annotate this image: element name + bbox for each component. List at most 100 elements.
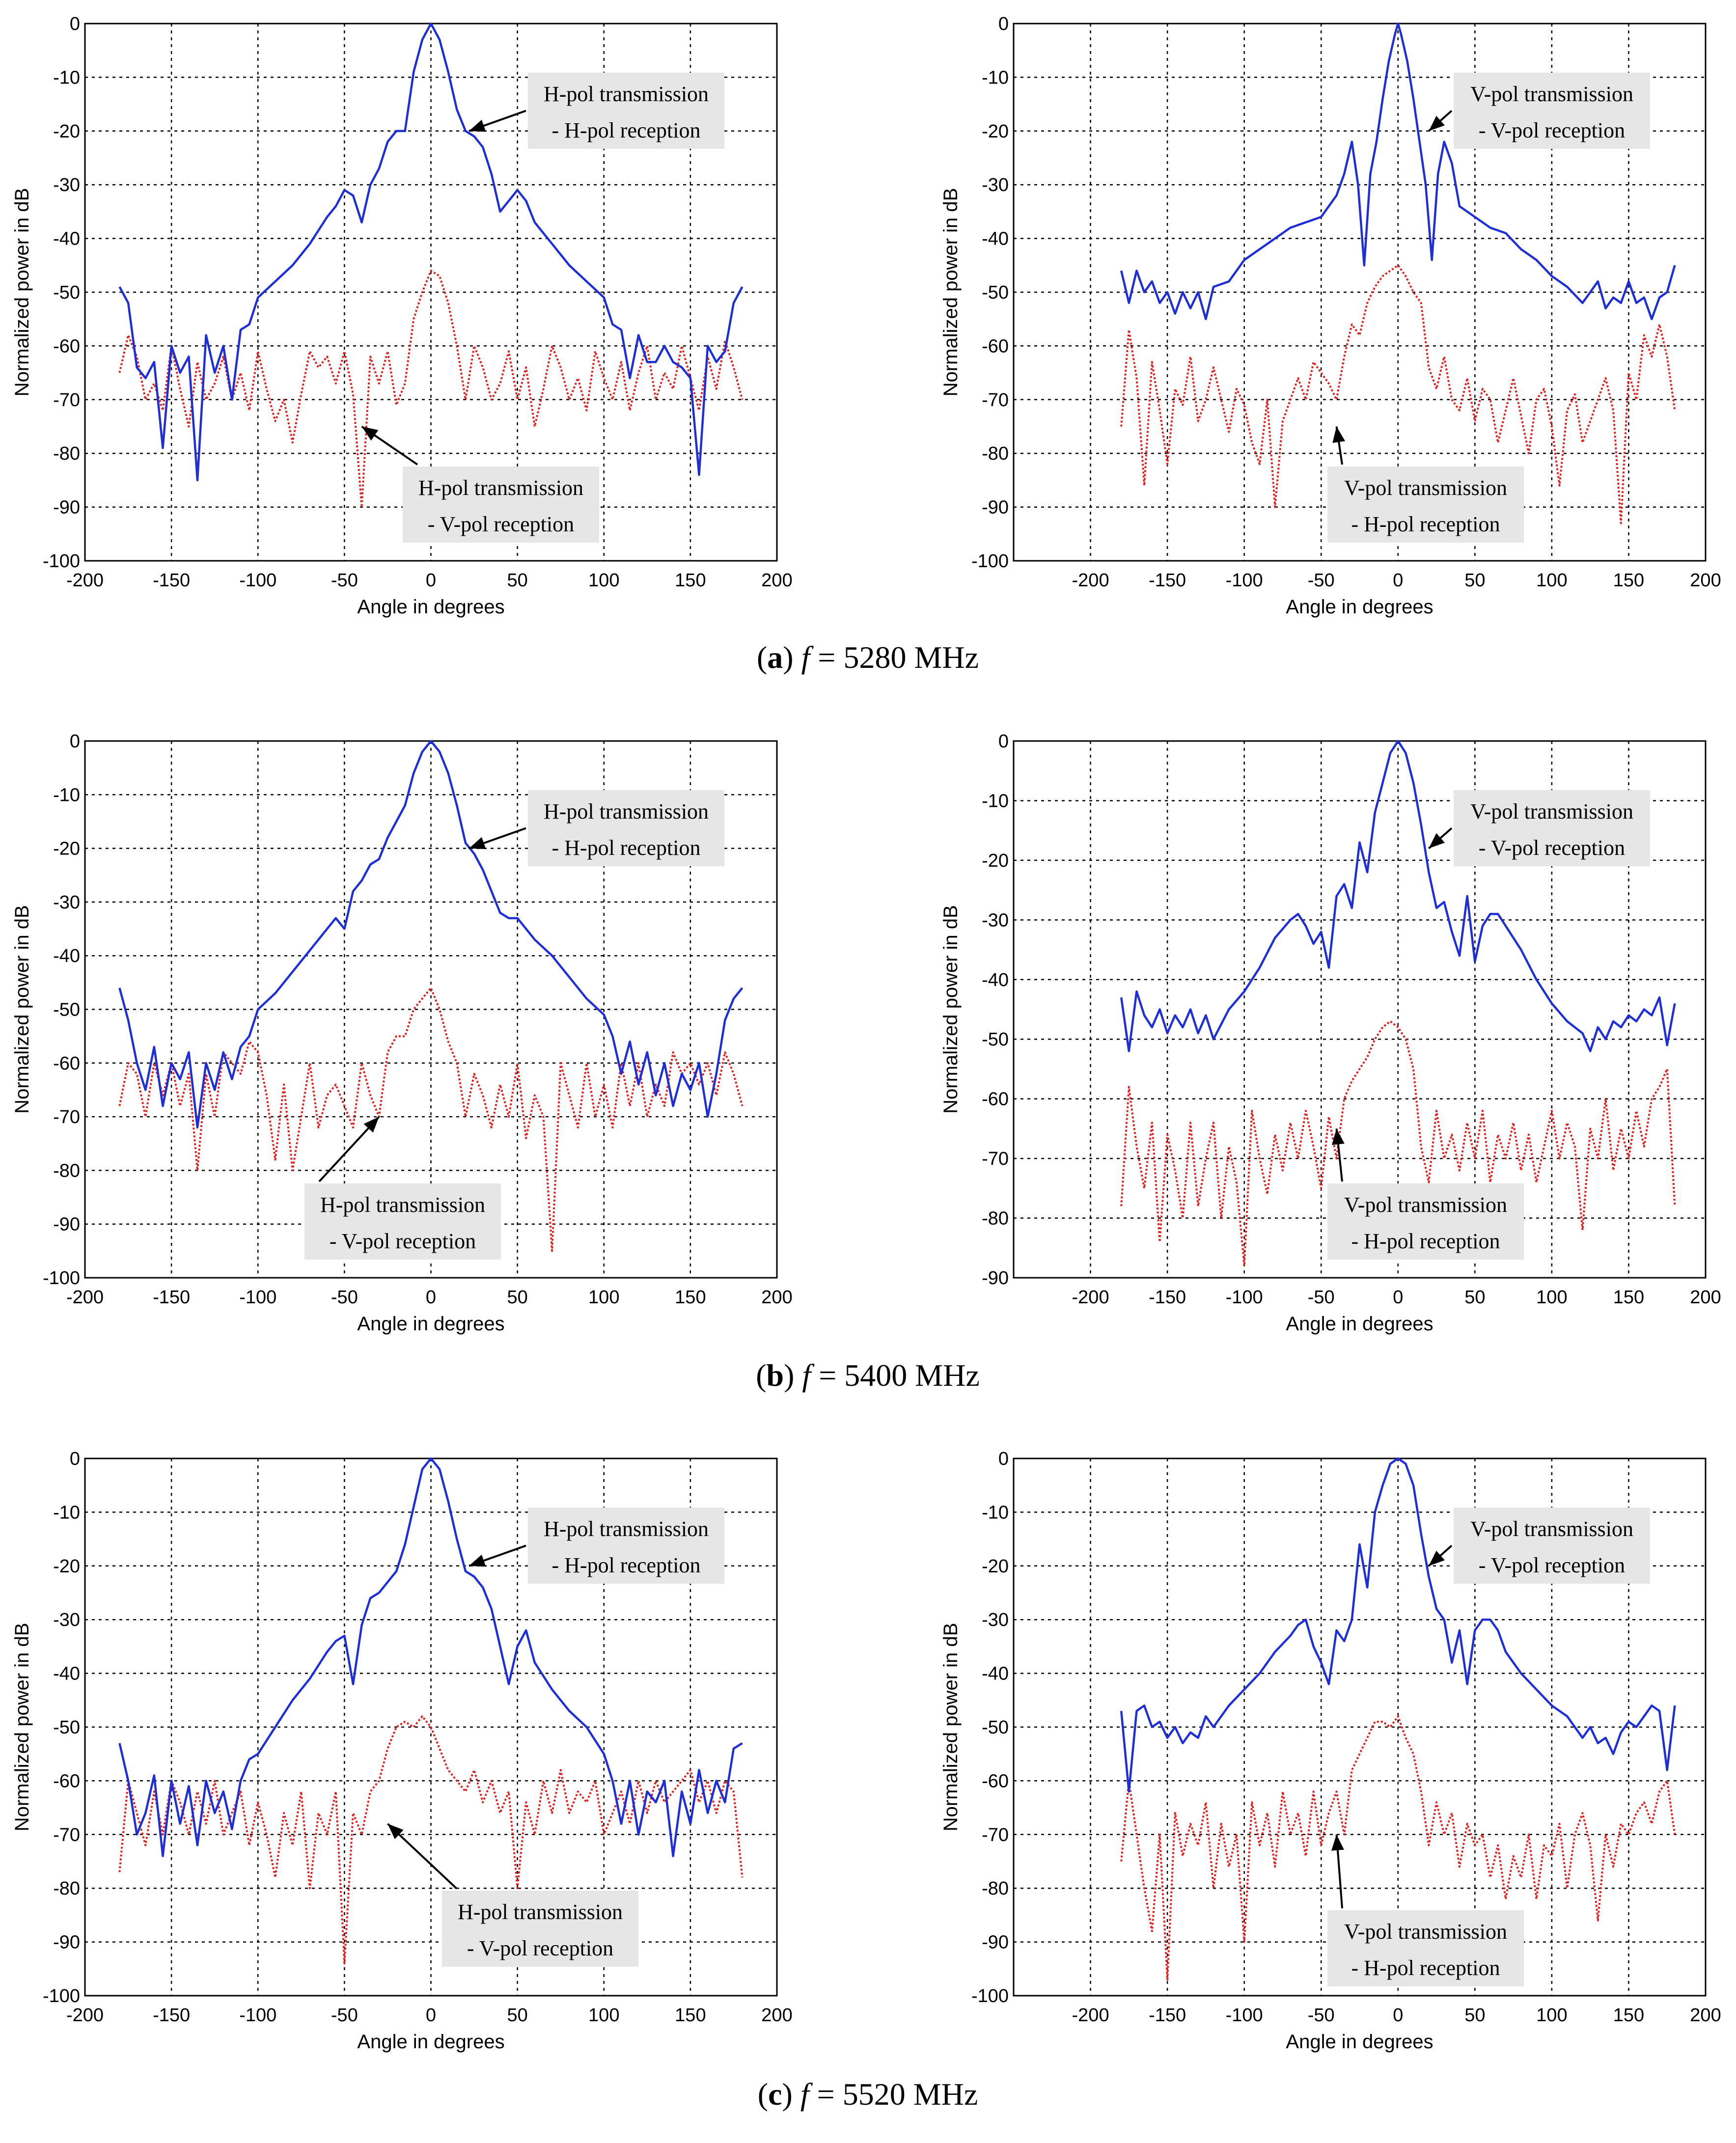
series-line-co-pol: [118, 1457, 743, 1857]
x-tick-label: 200: [761, 570, 792, 591]
y-tick-label: 0: [70, 731, 80, 752]
series-line-co-pol: [118, 22, 744, 482]
annotation-text: H-pol transmission: [544, 1517, 709, 1541]
chart-a-right: -200 -150 -100 -50 0 50 100 150 200 0 -10 -20 -30 -40…: [940, 14, 1721, 618]
annotation-text: H-pol transmission: [544, 82, 709, 106]
arrowhead-icon: [361, 426, 379, 441]
x-tick-label: -100: [1226, 2005, 1263, 2026]
y-axis-label: Normalized power in dB: [940, 1623, 962, 1832]
x-tick-label: 0: [1393, 2005, 1403, 2026]
annotation-text: V-pol transmission: [1344, 1920, 1507, 1944]
y-tick-label: -70: [53, 1825, 80, 1845]
y-tick-label: -100: [971, 1986, 1009, 2006]
annotation-box: [1327, 1183, 1524, 1260]
series-line-cross-pol: [1120, 264, 1676, 524]
y-tick-label: -10: [982, 67, 1009, 88]
x-tick-label: 100: [588, 1287, 619, 1308]
arrowhead-icon: [1429, 115, 1445, 131]
y-tick-label: -70: [53, 1107, 80, 1127]
x-tick-label: -100: [1226, 1287, 1263, 1308]
y-axis-label: Normalized power in dB: [11, 188, 33, 397]
y-tick-label: -40: [53, 946, 80, 966]
annotation-box: [528, 73, 724, 149]
annotation-text: - H-pol reception: [1351, 1956, 1500, 1980]
arrowhead-icon: [468, 119, 486, 132]
x-tick-label: -50: [1308, 570, 1335, 591]
y-tick-label: 0: [998, 731, 1009, 752]
annotation-box: [1454, 1508, 1650, 1584]
y-tick-label: -50: [53, 1717, 80, 1738]
annotation-box: [1327, 467, 1524, 543]
y-tick-label: -100: [43, 551, 80, 572]
caption-paren-open: (: [756, 1358, 766, 1393]
x-tick-label: -50: [331, 570, 358, 591]
x-tick-label: -50: [331, 1287, 358, 1308]
arrowhead-icon: [1331, 1128, 1345, 1145]
x-tick-label: -100: [239, 1287, 276, 1308]
caption-freq-value: = 5400 MHz: [811, 1358, 980, 1393]
chart-a-left: -200 -150 -100 -50 0 50 100 150 200 0 -10 -20 -30 -40…: [11, 14, 793, 618]
annotation-text: V-pol transmission: [1470, 1517, 1633, 1541]
x-tick-label: -200: [1072, 1287, 1109, 1308]
annotation-text: - V-pol reception: [467, 1936, 613, 1960]
x-tick-label: -150: [1149, 570, 1186, 591]
plot-frame: [1013, 740, 1707, 1279]
y-tick-label: -50: [982, 1029, 1009, 1050]
annotation-text: - H-pol reception: [1351, 1229, 1500, 1253]
arrowhead-icon: [468, 1554, 486, 1567]
x-tick-label: 0: [426, 1287, 436, 1308]
y-tick-label: -60: [53, 1771, 80, 1791]
caption-letter: c: [768, 2077, 782, 2112]
x-tick-label: 100: [588, 2005, 619, 2026]
panel-caption: (b) f = 5400 MHz: [756, 1358, 980, 1393]
x-tick-label: 0: [1393, 1287, 1403, 1308]
y-tick-label: 0: [998, 1449, 1009, 1469]
x-tick-label: -150: [153, 570, 190, 591]
x-tick-label: -200: [1072, 570, 1109, 591]
x-tick-label: -200: [66, 2005, 104, 2026]
x-tick-label: 50: [507, 570, 527, 591]
x-tick-label: -50: [1308, 2005, 1335, 2026]
annotation-arrow: [387, 1823, 458, 1890]
y-tick-label: -60: [982, 336, 1009, 357]
y-tick-label: -20: [982, 121, 1009, 142]
annotation-text: V-pol transmission: [1470, 82, 1633, 106]
x-tick-label: -150: [1149, 2005, 1186, 2026]
y-tick-label: -40: [53, 229, 80, 249]
x-tick-label: 200: [1690, 1287, 1721, 1308]
x-tick-label: -50: [331, 2005, 358, 2026]
y-tick-label: -60: [53, 1053, 80, 1074]
annotation-text: - H-pol reception: [1351, 512, 1500, 536]
y-tick-label: -30: [53, 892, 80, 913]
y-tick-label: -70: [982, 1149, 1009, 1169]
annotation-text: H-pol transmission: [544, 799, 709, 824]
x-tick-label: 150: [1613, 2005, 1644, 2026]
panel-caption: (c) f = 5520 MHz: [758, 2077, 978, 2112]
x-tick-label: 150: [675, 1287, 706, 1308]
x-axis-label: Angle in degrees: [357, 2031, 504, 2053]
y-tick-label: -50: [53, 282, 80, 303]
x-tick-label: -100: [239, 2005, 276, 2026]
x-tick-label: 150: [675, 570, 706, 591]
y-tick-label: -90: [982, 1268, 1009, 1289]
series-line-cross-pol: [118, 1715, 744, 1965]
y-tick-label: -20: [53, 839, 80, 859]
y-tick-label: -90: [53, 1932, 80, 1953]
series-line-cross-pol: [1120, 1715, 1676, 1981]
y-axis-label: Normalized power in dB: [940, 188, 962, 397]
caption-paren-close: ): [783, 640, 801, 675]
x-tick-label: -100: [1226, 570, 1263, 591]
caption-paren-open: (: [757, 640, 767, 675]
y-tick-label: -50: [982, 282, 1009, 303]
y-tick-label: -40: [53, 1664, 80, 1684]
annotation-text: - V-pol reception: [1479, 1553, 1625, 1577]
annotation-text: H-pol transmission: [458, 1900, 623, 1924]
annotation-text: - H-pol reception: [552, 1553, 701, 1577]
x-tick-label: 50: [1464, 570, 1485, 591]
caption-freq-value: = 5280 MHz: [810, 640, 979, 675]
y-tick-label: -90: [982, 1932, 1009, 1953]
annotation-box: [403, 467, 599, 543]
y-tick-label: -80: [982, 1878, 1009, 1899]
x-tick-label: 0: [426, 2005, 436, 2026]
y-tick-label: -40: [982, 229, 1009, 249]
